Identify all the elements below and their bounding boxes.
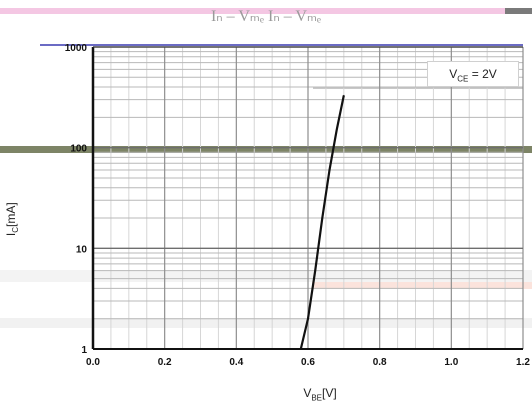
y-axis-title: IC[mA] [4, 194, 20, 244]
band-artifact-gray-low [0, 318, 532, 328]
x-axis-title-unit: [V] [322, 386, 337, 400]
series-layer [299, 94, 345, 350]
y-tick-label: 10 [76, 244, 88, 255]
top-banner-strip-dark [505, 8, 532, 14]
y-tick-label: 1000 [65, 43, 88, 54]
legend: VCE = 2V [427, 61, 519, 87]
band-artifact-olive [0, 146, 532, 153]
series-point [314, 270, 316, 272]
x-tick-label: 0.2 [158, 357, 172, 368]
series-point [321, 217, 323, 219]
chart-title: Iₙ – Vₘₑ Iₙ – Vₘₑ [210, 8, 322, 25]
legend-prefix: V [449, 67, 458, 81]
legend-suffix: = 2V [468, 67, 497, 81]
y-axis-title-main: I [3, 232, 18, 237]
y-tick-label: 100 [70, 144, 87, 155]
series-point [336, 129, 338, 131]
series-point [328, 169, 331, 171]
x-tick-label: 1.2 [516, 357, 530, 368]
x-tick-label: 1.0 [444, 357, 458, 368]
series-line [299, 95, 345, 350]
x-tick-label: 0.0 [86, 357, 100, 368]
legend-sub: CE [457, 74, 469, 84]
x-tick-labels: 0.0 0.2 0.4 0.6 0.8 1.0 1.2 [86, 357, 530, 368]
plot-frame [91, 46, 523, 350]
y-tick-labels: 1 10 100 1000 [65, 43, 88, 356]
x-tick-label: 0.6 [301, 357, 315, 368]
grid-major [92, 46, 524, 350]
x-axis-title-main: V [303, 386, 312, 400]
series-point [343, 94, 345, 97]
x-axis-title-sub: BE [311, 393, 322, 403]
y-tick-label: 1 [81, 345, 87, 356]
band-artifact-gray [0, 270, 532, 282]
series-point [307, 318, 309, 320]
band-artifact-peach [312, 282, 532, 289]
y-axis-title-wrap: IC[mA] [3, 194, 20, 245]
x-axis-title: VBE[V] [280, 386, 360, 402]
y-axis-title-unit: [mA] [3, 202, 18, 227]
top-banner-strip [0, 8, 505, 14]
x-tick-label: 0.8 [373, 357, 387, 368]
x-tick-label: 0.4 [229, 357, 243, 368]
series-point [300, 348, 302, 350]
y-axis-title-sub: C [11, 226, 21, 233]
